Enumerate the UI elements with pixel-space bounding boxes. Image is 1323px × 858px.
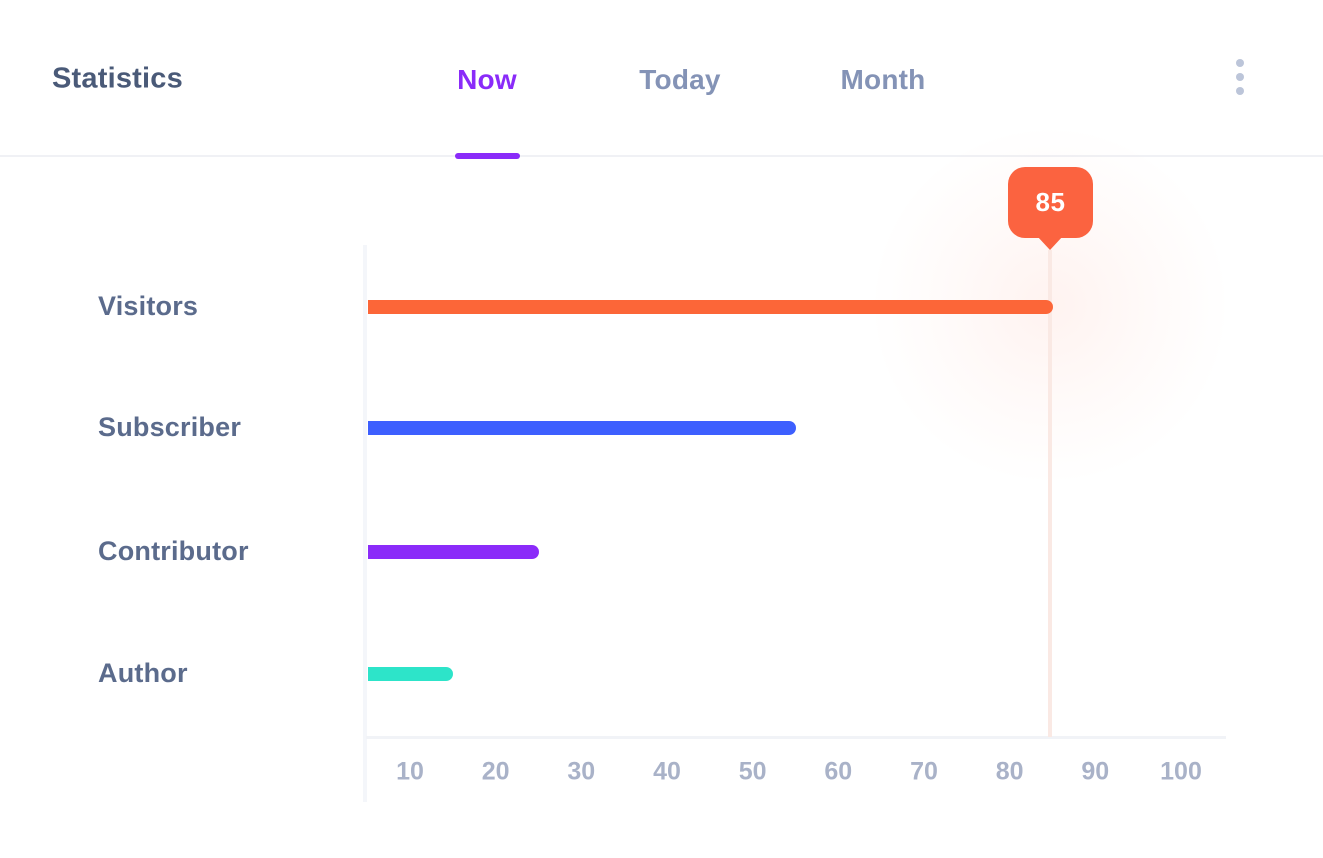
tab-now[interactable]: Now bbox=[447, 58, 527, 102]
x-tick-80: 80 bbox=[995, 757, 1024, 786]
highlight-line bbox=[1048, 250, 1053, 737]
x-tick-40: 40 bbox=[653, 757, 681, 786]
bar-subscriber[interactable] bbox=[368, 421, 796, 435]
active-tab-indicator bbox=[455, 153, 520, 159]
bar-visitors[interactable] bbox=[368, 300, 1053, 314]
kebab-dot bbox=[1236, 59, 1244, 67]
tab-today[interactable]: Today bbox=[629, 58, 730, 102]
page-title: Statistics bbox=[52, 62, 183, 95]
kebab-dot bbox=[1236, 73, 1244, 81]
bar-author[interactable] bbox=[368, 667, 453, 681]
row-label-author: Author bbox=[98, 657, 188, 688]
x-tick-90: 90 bbox=[1081, 757, 1110, 786]
x-axis-line bbox=[366, 736, 1226, 739]
x-tick-50: 50 bbox=[738, 757, 767, 786]
kebab-dot bbox=[1236, 87, 1244, 95]
x-tick-100: 100 bbox=[1160, 757, 1202, 786]
tooltip-value: 85 bbox=[1035, 187, 1066, 217]
y-axis-line bbox=[363, 245, 367, 802]
row-label-subscriber: Subscriber bbox=[98, 411, 242, 442]
tab-month[interactable]: Month bbox=[831, 58, 936, 102]
kebab-menu-icon[interactable] bbox=[1228, 55, 1252, 105]
value-tooltip: 85 bbox=[1007, 167, 1093, 250]
x-tick-20: 20 bbox=[481, 757, 510, 786]
x-tick-30: 30 bbox=[567, 757, 596, 786]
bar-contributor[interactable] bbox=[368, 545, 539, 559]
row-label-visitors: Visitors bbox=[98, 290, 199, 321]
tooltip-arrow-icon bbox=[1037, 236, 1064, 250]
header-divider bbox=[0, 155, 1323, 157]
row-label-contributor: Contributor bbox=[98, 535, 249, 566]
x-tick-60: 60 bbox=[824, 757, 853, 786]
x-tick-70: 70 bbox=[910, 757, 938, 786]
x-tick-10: 10 bbox=[396, 757, 424, 786]
